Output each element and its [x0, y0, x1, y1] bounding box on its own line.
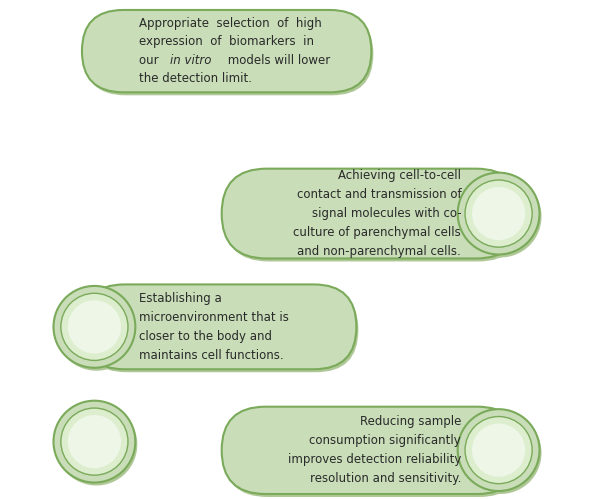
- Circle shape: [459, 176, 541, 257]
- Circle shape: [472, 424, 525, 477]
- Text: models will lower: models will lower: [224, 53, 330, 66]
- Circle shape: [458, 173, 540, 254]
- Circle shape: [458, 409, 540, 491]
- FancyBboxPatch shape: [82, 284, 356, 369]
- Circle shape: [68, 415, 121, 468]
- Circle shape: [68, 300, 121, 353]
- Circle shape: [472, 187, 525, 240]
- Circle shape: [465, 417, 532, 484]
- Text: our: our: [139, 53, 163, 66]
- FancyBboxPatch shape: [224, 410, 523, 497]
- FancyBboxPatch shape: [84, 13, 373, 95]
- Text: Appropriate  selection  of  high: Appropriate selection of high: [139, 17, 322, 30]
- Text: Reducing sample
consumption significantly
improves detection reliability
resolut: Reducing sample consumption significantl…: [288, 415, 461, 485]
- Circle shape: [55, 404, 137, 486]
- Text: expression  of  biomarkers  in: expression of biomarkers in: [139, 35, 314, 48]
- Text: Achieving cell-to-cell
contact and transmission of
signal molecules with co-
cul: Achieving cell-to-cell contact and trans…: [294, 169, 461, 258]
- Circle shape: [465, 180, 532, 247]
- Circle shape: [54, 286, 135, 368]
- Circle shape: [61, 408, 128, 475]
- Circle shape: [459, 412, 541, 494]
- FancyBboxPatch shape: [82, 10, 371, 92]
- Text: the detection limit.: the detection limit.: [139, 72, 252, 85]
- Circle shape: [54, 401, 135, 483]
- Text: in vitro: in vitro: [169, 53, 211, 66]
- FancyBboxPatch shape: [222, 169, 521, 258]
- FancyBboxPatch shape: [224, 172, 523, 261]
- FancyBboxPatch shape: [84, 287, 358, 372]
- Circle shape: [61, 293, 128, 360]
- FancyBboxPatch shape: [222, 407, 521, 494]
- Text: Establishing a
microenvironment that is
closer to the body and
maintains cell fu: Establishing a microenvironment that is …: [139, 292, 289, 362]
- Circle shape: [55, 289, 137, 371]
